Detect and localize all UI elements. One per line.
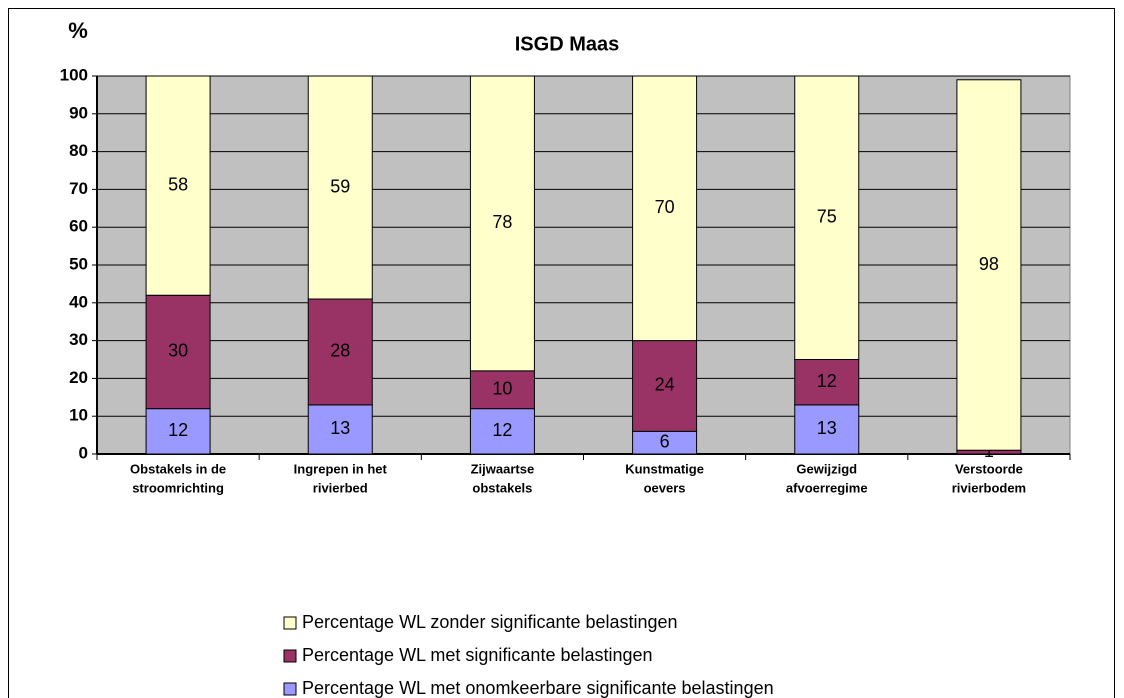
value-label: 13 xyxy=(817,418,837,438)
y-tick-label: 100 xyxy=(60,65,88,84)
x-tick-label: stroomrichting xyxy=(132,480,224,495)
legend-label: Percentage WL met onomkeerbare significa… xyxy=(302,678,774,698)
x-tick-label: oevers xyxy=(644,480,686,495)
y-tick-label: 0 xyxy=(79,443,88,462)
value-label: 12 xyxy=(492,420,512,440)
y-tick-label: 30 xyxy=(69,330,88,349)
legend-swatch xyxy=(283,649,297,663)
value-label: 24 xyxy=(655,375,675,395)
y-tick-label: 10 xyxy=(69,406,88,425)
x-tick-label: Ingrepen in het xyxy=(294,461,388,476)
y-tick-label: 20 xyxy=(69,368,88,387)
bar-segment xyxy=(632,75,698,342)
x-tick-label: Zijwaartse xyxy=(471,461,535,476)
y-tick-label: 80 xyxy=(69,141,88,160)
value-label: 1 xyxy=(984,441,994,461)
value-label: 12 xyxy=(168,420,188,440)
value-label: 12 xyxy=(817,371,837,391)
legend-swatch xyxy=(283,616,297,630)
bar-segment xyxy=(956,79,1022,451)
x-tick-label: rivierbed xyxy=(313,480,368,495)
legend-swatch xyxy=(283,682,297,696)
value-label: 70 xyxy=(655,197,675,217)
y-tick-label: 70 xyxy=(69,179,88,198)
legend-label: Percentage WL zonder significante belast… xyxy=(302,612,678,632)
value-label: 78 xyxy=(492,212,512,232)
x-tick-label: Kunstmatige xyxy=(625,461,704,476)
bar-segment xyxy=(145,408,211,455)
value-label: 28 xyxy=(330,341,350,361)
bar-segment xyxy=(469,408,535,455)
bar-segment xyxy=(307,298,373,406)
y-tick-label: 40 xyxy=(69,292,88,311)
y-tick-label: 50 xyxy=(69,254,88,273)
value-label: 58 xyxy=(168,174,188,194)
bar-segment xyxy=(632,340,698,432)
bar-segment xyxy=(794,75,860,360)
bar-segment xyxy=(469,75,535,372)
value-label: 13 xyxy=(330,418,350,438)
y-tick-label: 90 xyxy=(69,103,88,122)
y-axis-label: % xyxy=(68,18,88,43)
bar-segment xyxy=(794,359,860,406)
bar-segment xyxy=(145,294,211,410)
bar-segment xyxy=(145,75,211,296)
x-tick-label: rivierbodem xyxy=(952,480,1026,495)
legend-label: Percentage WL met significante belasting… xyxy=(302,645,653,665)
chart-frame xyxy=(8,8,1115,698)
x-tick-label: Obstakels in de xyxy=(130,461,226,476)
y-tick-label: 60 xyxy=(69,217,88,236)
bar-segment xyxy=(307,75,373,300)
bar-segment xyxy=(469,370,535,410)
value-label: 98 xyxy=(979,254,999,274)
x-tick-label: afvoerregime xyxy=(786,480,868,495)
x-tick-label: obstakels xyxy=(472,480,532,495)
value-label: 75 xyxy=(817,207,837,227)
value-label: 30 xyxy=(168,341,188,361)
chart-title: ISGD Maas xyxy=(515,33,619,55)
x-tick-label: Verstoorde xyxy=(955,461,1023,476)
value-label: 10 xyxy=(492,378,512,398)
x-tick-label: Gewijzigd xyxy=(796,461,857,476)
value-label: 6 xyxy=(660,431,670,451)
bar-segment xyxy=(794,404,860,455)
bar-segment xyxy=(307,404,373,455)
value-label: 59 xyxy=(330,176,350,196)
